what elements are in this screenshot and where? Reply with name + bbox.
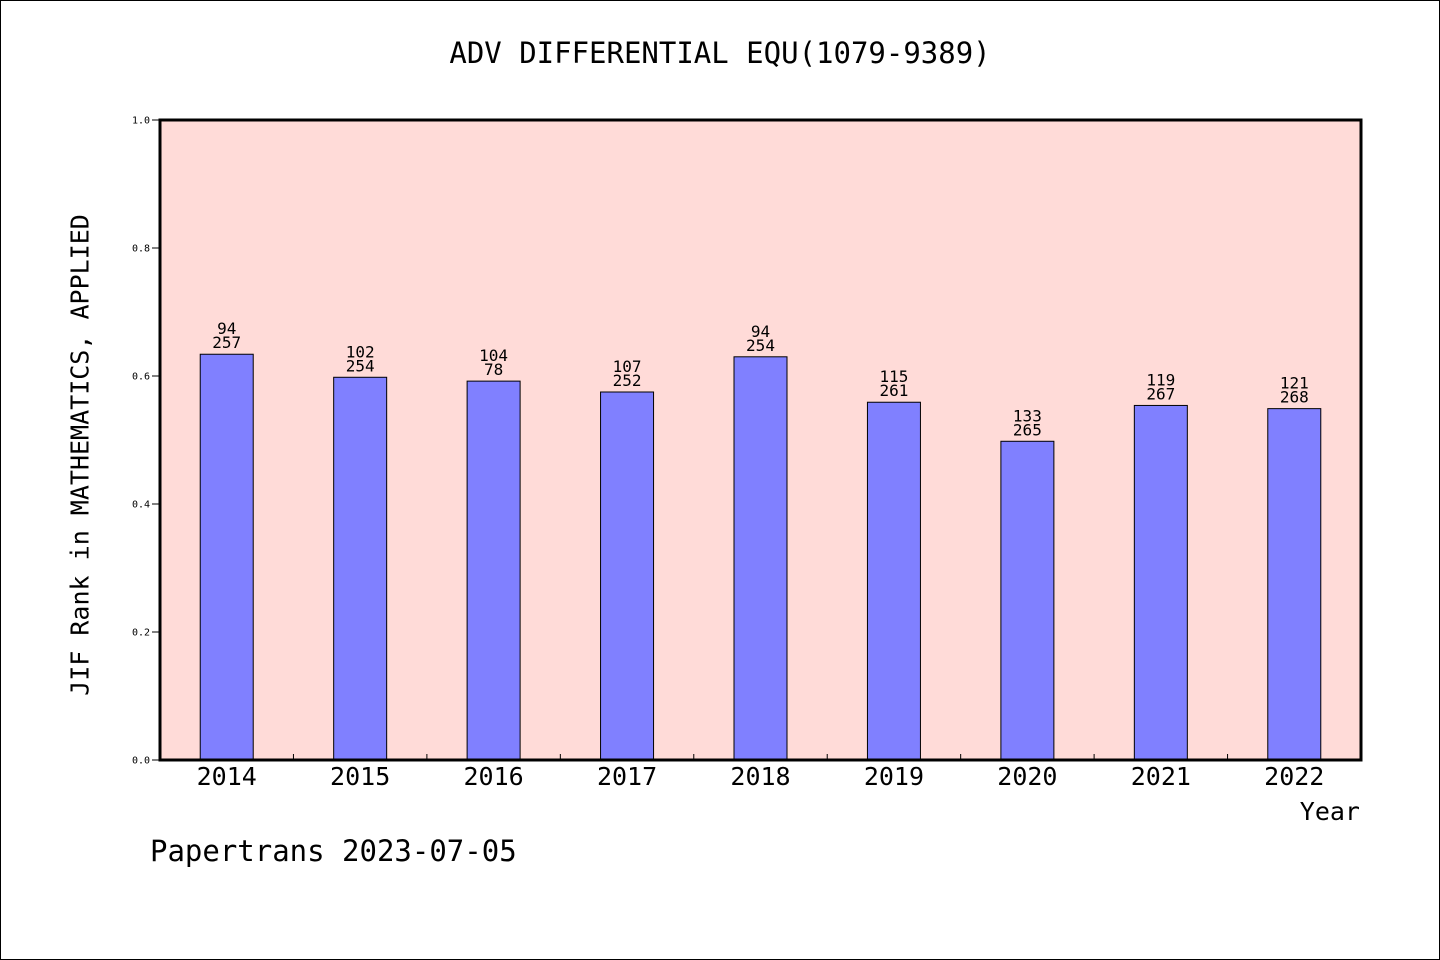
bar-total-label: 261: [879, 381, 908, 400]
bar-rank-label: 94: [217, 319, 236, 338]
bar-rank-label: 121: [1280, 374, 1309, 393]
bar-2020: [1000, 440, 1055, 761]
chart-title: ADV DIFFERENTIAL EQU(1079-9389): [449, 36, 991, 70]
bar-total-label: 267: [1146, 384, 1175, 403]
y-tick-label: 0.6: [132, 372, 150, 383]
y-tick-label: 1.0: [132, 116, 150, 127]
bar-2014: [199, 353, 254, 761]
plot-border: [158, 118, 1363, 762]
x-tick-label: 2018: [730, 762, 790, 791]
bar-total-label: 254: [746, 336, 775, 355]
bar-total-label: 257: [212, 333, 241, 352]
bar-2021: [1133, 404, 1188, 761]
bar-total-label: 265: [1013, 420, 1042, 439]
y-tick-label: 0.8: [132, 244, 150, 255]
y-tick-label: 0.4: [132, 500, 150, 511]
bar-2018: [733, 356, 788, 761]
x-axis-label: Year: [1299, 797, 1360, 826]
x-tick-label: 2016: [464, 762, 524, 791]
bar-rank-label: 133: [1013, 406, 1042, 425]
bar-rank-label: 104: [479, 346, 508, 365]
bar-2019: [866, 401, 921, 761]
x-tick-label: 2021: [1131, 762, 1191, 791]
bar-2022: [1267, 408, 1322, 761]
x-tick-label: 2017: [597, 762, 657, 791]
bar-total-label: 252: [613, 371, 642, 390]
bar-total-label: 268: [1280, 388, 1309, 407]
x-tick-label: 2015: [330, 762, 390, 791]
bar-rank-label: 115: [879, 367, 908, 386]
bar-2015: [333, 376, 388, 761]
y-tick-label: 0.0: [132, 756, 150, 767]
bar-total-label: 254: [346, 356, 375, 375]
x-tick-label: 2020: [997, 762, 1057, 791]
bar-2016: [466, 380, 521, 761]
x-tick-label: 2022: [1264, 762, 1324, 791]
x-tick-label: 2019: [864, 762, 924, 791]
bar-rank-label: 107: [613, 357, 642, 376]
x-tick-label: 2014: [197, 762, 257, 791]
bar-2017: [600, 391, 655, 761]
bar-rank-label: 102: [346, 342, 375, 361]
bar-total-label: 78: [484, 360, 503, 379]
bar-rank-label: 119: [1146, 370, 1175, 389]
bar-rank-label: 94: [751, 322, 770, 341]
y-tick-label: 0.2: [132, 628, 150, 639]
footer-text: Papertrans 2023-07-05: [150, 834, 517, 868]
